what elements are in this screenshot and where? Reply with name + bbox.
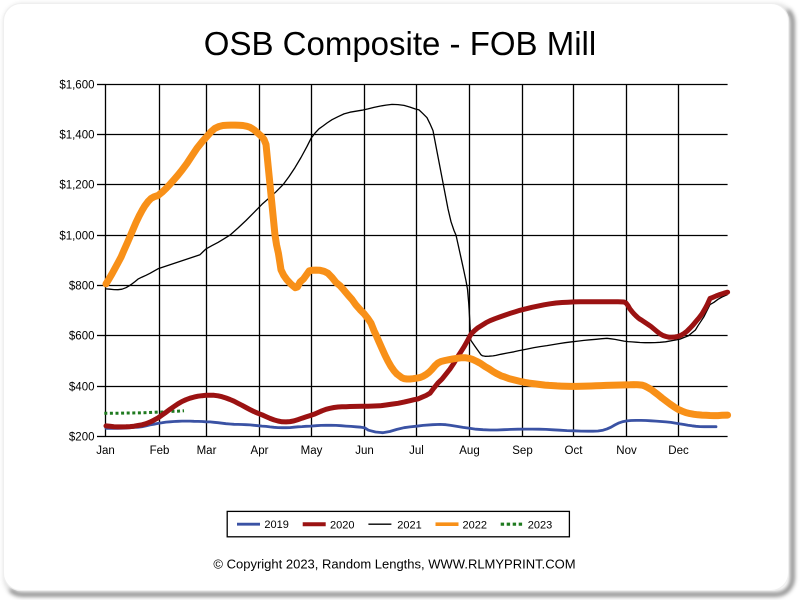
svg-text:$800: $800: [69, 281, 95, 293]
svg-text:2020: 2020: [330, 520, 354, 532]
svg-text:2022: 2022: [463, 520, 487, 532]
svg-text:2021: 2021: [397, 520, 421, 532]
svg-text:Apr: Apr: [251, 445, 269, 457]
svg-text:Jun: Jun: [355, 445, 374, 457]
svg-text:$1,200: $1,200: [59, 180, 94, 192]
svg-text:Sep: Sep: [512, 445, 532, 457]
svg-text:Feb: Feb: [150, 445, 170, 457]
svg-text:Dec: Dec: [668, 445, 689, 457]
svg-text:$1,400: $1,400: [59, 130, 94, 142]
svg-text:© Copyright 2023, Random Lengt: © Copyright 2023, Random Lengths, WWW.RL…: [213, 557, 575, 572]
svg-text:$1,600: $1,600: [59, 80, 94, 92]
svg-text:$400: $400: [69, 382, 95, 394]
svg-text:Jul: Jul: [409, 445, 424, 457]
svg-text:Mar: Mar: [197, 445, 217, 457]
svg-text:OSB Composite - FOB Mill: OSB Composite - FOB Mill: [204, 25, 596, 62]
svg-text:$1,000: $1,000: [59, 231, 94, 243]
svg-text:May: May: [301, 445, 323, 457]
svg-text:Nov: Nov: [616, 445, 637, 457]
svg-text:Jan: Jan: [96, 445, 115, 457]
svg-text:Aug: Aug: [459, 445, 479, 457]
svg-text:2019: 2019: [264, 519, 288, 531]
svg-text:$600: $600: [69, 331, 95, 343]
svg-text:Oct: Oct: [565, 445, 584, 457]
svg-text:$200: $200: [69, 432, 95, 444]
svg-text:2023: 2023: [528, 520, 552, 532]
